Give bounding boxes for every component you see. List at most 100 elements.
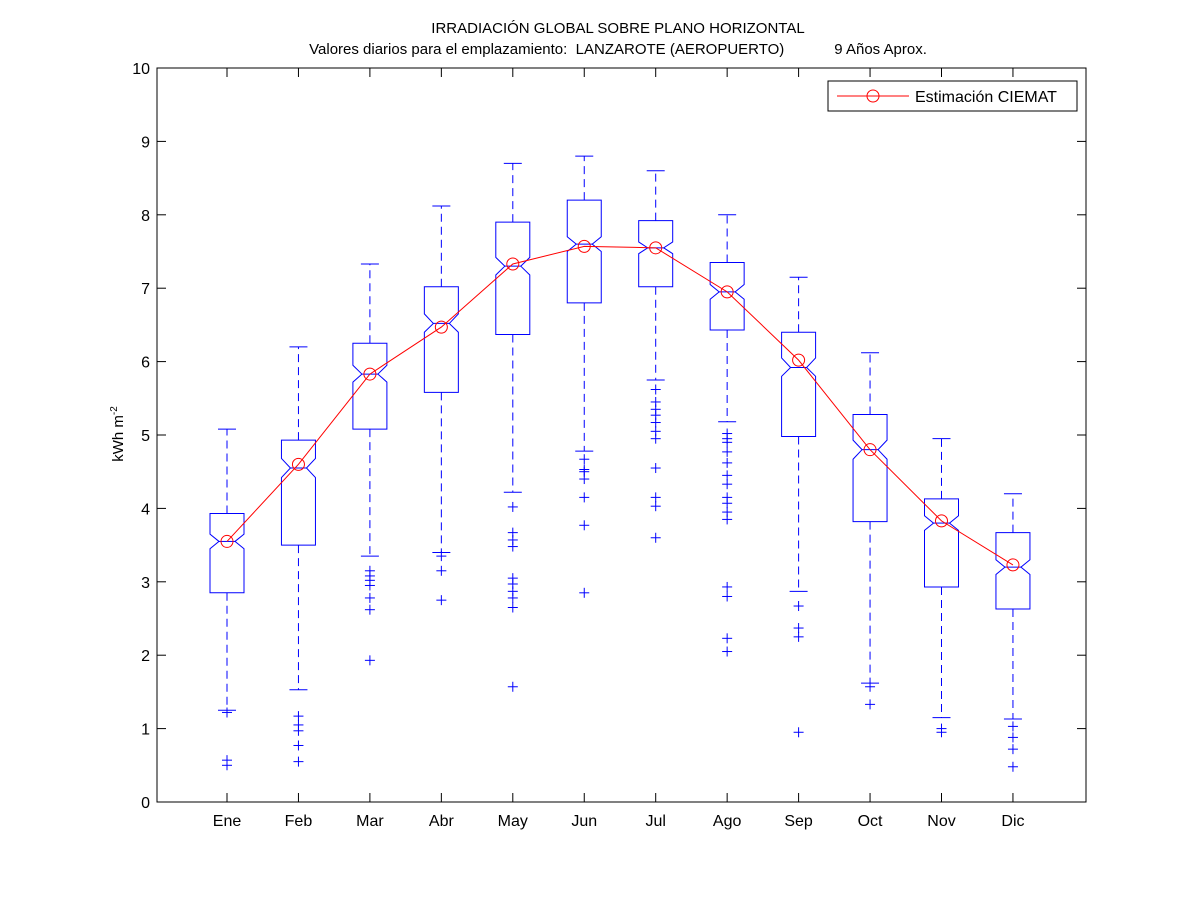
outlier [436,565,447,576]
x-tick-label: Abr [429,813,455,830]
y-tick-label: 3 [141,575,150,592]
series-point [792,353,806,367]
y-tick-label: 10 [132,61,150,78]
series-point [434,320,448,334]
x-tick-label: Nov [927,813,955,830]
boxplot-oct [852,352,888,710]
outlier [650,463,661,474]
y-tick-label: 6 [141,355,150,372]
x-tick-label: Ago [713,813,742,830]
y-axis: 0 1 2 3 4 5 6 7 8 9 10 [132,61,1086,812]
box [638,220,674,288]
outlier [793,727,804,738]
outlier [650,532,661,543]
outlier [722,492,733,503]
outlier [650,426,661,437]
outlier [722,507,733,518]
outlier [650,384,661,395]
outlier [793,601,804,612]
box [352,342,388,430]
outlier [579,464,590,475]
x-tick-label: Ene [213,813,242,830]
outlier [650,492,661,503]
boxplot-dic [995,493,1031,772]
boxplot-ago [709,214,745,657]
boxplot-jun [566,155,602,598]
outlier [722,457,733,468]
outlier [1007,744,1018,755]
x-tick-label: Dic [1001,813,1024,830]
outlier [507,681,518,692]
y-tick-label: 8 [141,208,150,225]
x-tick-label: Sep [784,813,813,830]
box [924,498,959,588]
box [280,439,316,546]
boxplot-feb [280,346,316,767]
legend: Estimación CIEMAT [827,80,1078,112]
box [781,331,817,437]
series-point [577,239,591,253]
outlier [436,595,447,606]
chart-title: IRRADIACIÓN GLOBAL SOBRE PLANO HORIZONTA… [431,20,804,37]
box [709,262,745,331]
outlier [364,655,375,666]
boxplot-nov [924,438,959,738]
x-tick-label: May [498,813,528,830]
y-axis-label-exponent: -2 [109,406,120,415]
series-point [506,257,520,271]
y-tick-label: 9 [141,134,150,151]
boxplot-sep [781,276,817,738]
outlier [722,591,733,602]
series-point [863,443,877,457]
outlier [650,396,661,407]
x-tick-label: Jul [645,813,665,830]
outlier [364,604,375,615]
series-point [220,534,234,548]
outlier [650,501,661,512]
boxplots [209,155,1031,772]
outlier [722,581,733,592]
outlier [222,707,232,718]
y-tick-label: 4 [141,501,150,518]
x-tick-label: Mar [356,813,384,830]
series-estimacion [220,239,1020,572]
box [852,413,888,523]
outlier [1007,721,1018,732]
x-axis: Ene Feb Mar Abr May Jun Jul Ago Sep Oct Nov Dic [213,68,1025,830]
outlier [507,501,518,512]
series-point [649,241,663,255]
outlier [579,587,590,598]
outlier [579,492,590,503]
outlier [722,646,733,657]
plot-area [156,67,1087,803]
series-point [291,457,305,471]
box [209,513,245,594]
y-tick-label: 2 [141,648,150,665]
box [566,199,602,304]
series-point [720,285,734,299]
series-point [363,367,377,381]
outlier [722,428,733,439]
x-tick-label: Feb [285,813,313,830]
outlier [793,631,804,642]
outlier [865,699,876,710]
outlier [579,520,590,531]
outlier [293,719,304,730]
y-tick-label: 1 [141,722,150,739]
outlier [936,723,947,734]
outlier [865,681,876,692]
outlier [507,527,518,538]
y-axis-label-main: kWh m [110,415,127,462]
chart-subtitle: Valores diarios para el emplazamiento: L… [309,41,927,58]
box [423,286,459,393]
boxplot-ene [209,428,245,771]
outlier [722,633,733,644]
outlier [436,551,447,562]
outlier [222,755,232,766]
x-tick-label: Jun [571,813,597,830]
legend-marker-sample [866,89,880,103]
series-point [935,514,948,528]
box [995,532,1031,610]
outlier [507,573,518,584]
outlier [1007,761,1018,772]
